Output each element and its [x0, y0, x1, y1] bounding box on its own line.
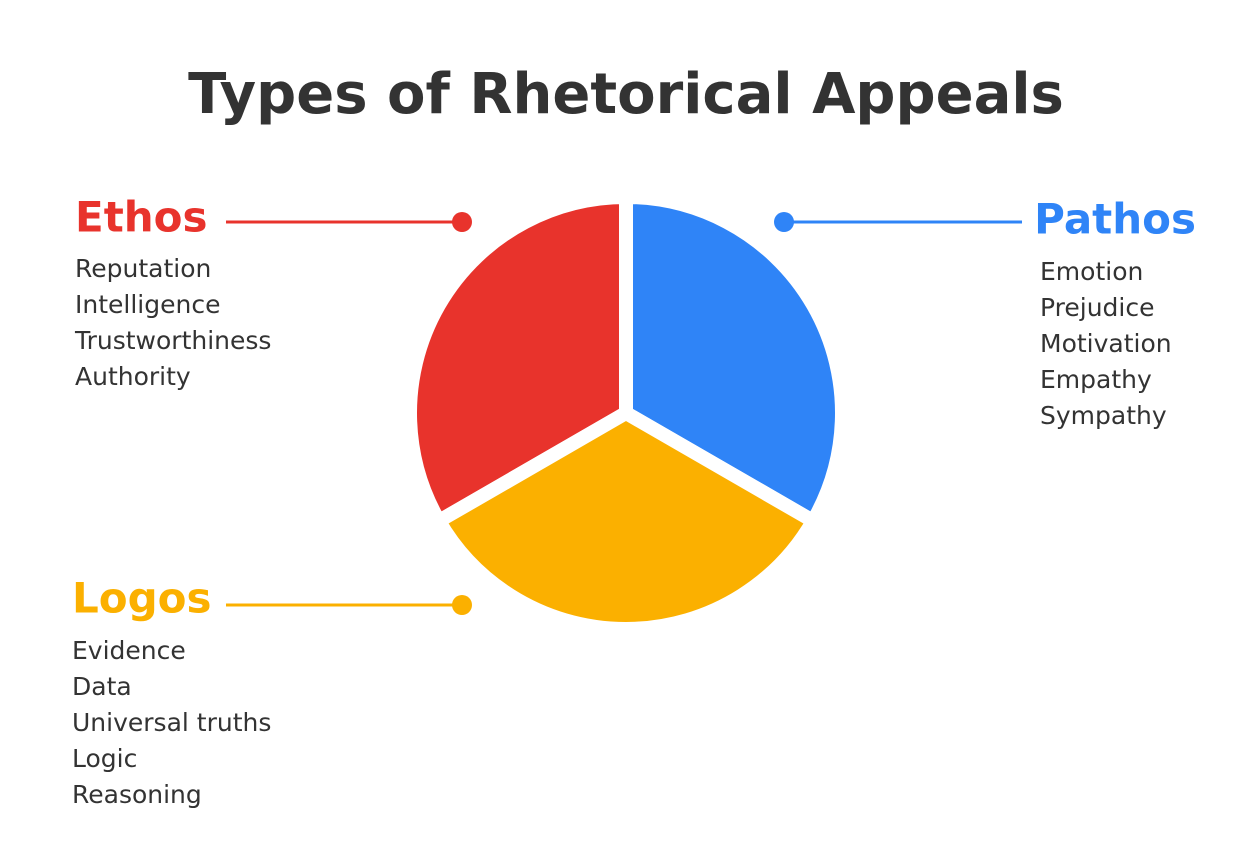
- title: Types of Rhetorical Appeals: [188, 62, 1064, 127]
- group-item: Reputation: [75, 254, 211, 283]
- connector-dot: [452, 212, 472, 232]
- group-item: Universal truths: [72, 708, 271, 737]
- group-item: Prejudice: [1040, 293, 1154, 322]
- pie-slice: [429, 404, 823, 636]
- group-label: Logos: [72, 574, 212, 623]
- group-item: Trustworthiness: [74, 326, 271, 355]
- connector-dot: [452, 595, 472, 615]
- group-item: Motivation: [1040, 329, 1172, 358]
- group-item: Reasoning: [72, 780, 202, 809]
- group-item: Empathy: [1040, 365, 1152, 394]
- group-item: Intelligence: [75, 290, 220, 319]
- connector-dot: [774, 212, 794, 232]
- group-item: Logic: [72, 744, 137, 773]
- group-item: Sympathy: [1040, 401, 1167, 430]
- group-item: Evidence: [72, 636, 186, 665]
- group-label: Pathos: [1034, 195, 1196, 244]
- group-label: Ethos: [75, 193, 208, 242]
- group-item: Emotion: [1040, 257, 1143, 286]
- group-item: Authority: [75, 362, 191, 391]
- group-item: Data: [72, 672, 132, 701]
